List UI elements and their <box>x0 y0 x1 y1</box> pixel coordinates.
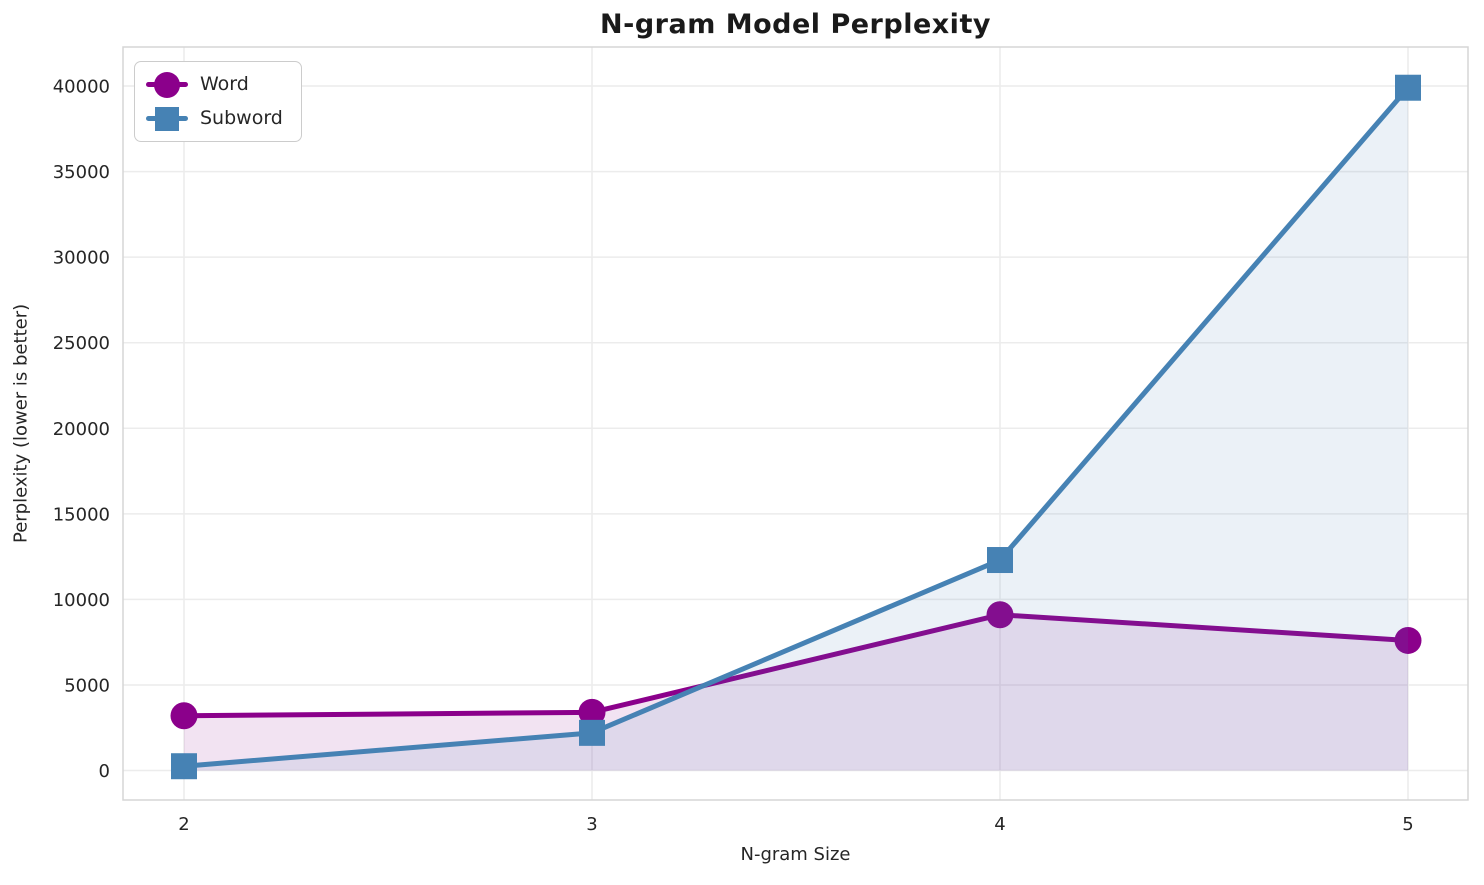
word-data-point <box>578 698 606 726</box>
subword-line <box>181 85 1411 769</box>
y-tick-label: 30000 <box>53 248 110 269</box>
word-line <box>181 612 1411 719</box>
x-axis-label: N-gram Size <box>740 844 851 865</box>
y-tick-label: 40000 <box>53 77 110 98</box>
y-axis-label: Perplexity (lower is better) <box>10 303 32 544</box>
x-tick-label: 4 <box>994 814 1005 835</box>
legend-item-word: Word <box>146 69 283 100</box>
y-tick-label: 5000 <box>64 675 110 696</box>
subword-square-marker-icon <box>146 105 188 133</box>
y-tick-label: 10000 <box>53 590 110 611</box>
plot-border <box>122 46 1469 801</box>
subword-data-point <box>987 547 1013 574</box>
y-tick-label: 35000 <box>53 162 110 183</box>
chart-title: N-gram Model Perplexity <box>600 9 991 40</box>
y-tick-label: 15000 <box>53 504 110 525</box>
x-tick-label: 3 <box>586 814 597 835</box>
word-data-point <box>170 702 198 730</box>
subword-data-point <box>1395 74 1421 101</box>
legend-label-subword: Subword <box>200 107 283 129</box>
legend-label-word: Word <box>200 73 249 95</box>
subword-area-fill <box>184 87 1408 771</box>
legend: Word Subword <box>134 61 302 142</box>
x-tick-label: 2 <box>178 814 189 835</box>
legend-item-subword: Subword <box>146 103 283 134</box>
y-tick-label: 20000 <box>53 419 110 440</box>
word-area-fill <box>184 614 1408 771</box>
word-data-point <box>986 601 1014 629</box>
y-tick-label: 0 <box>99 761 110 782</box>
word-circle-marker-icon <box>146 71 188 99</box>
y-tick-label: 25000 <box>53 333 110 354</box>
word-data-point <box>1394 626 1422 654</box>
x-tick-label: 5 <box>1402 814 1413 835</box>
subword-data-point <box>579 719 605 746</box>
subword-data-point <box>171 753 197 780</box>
